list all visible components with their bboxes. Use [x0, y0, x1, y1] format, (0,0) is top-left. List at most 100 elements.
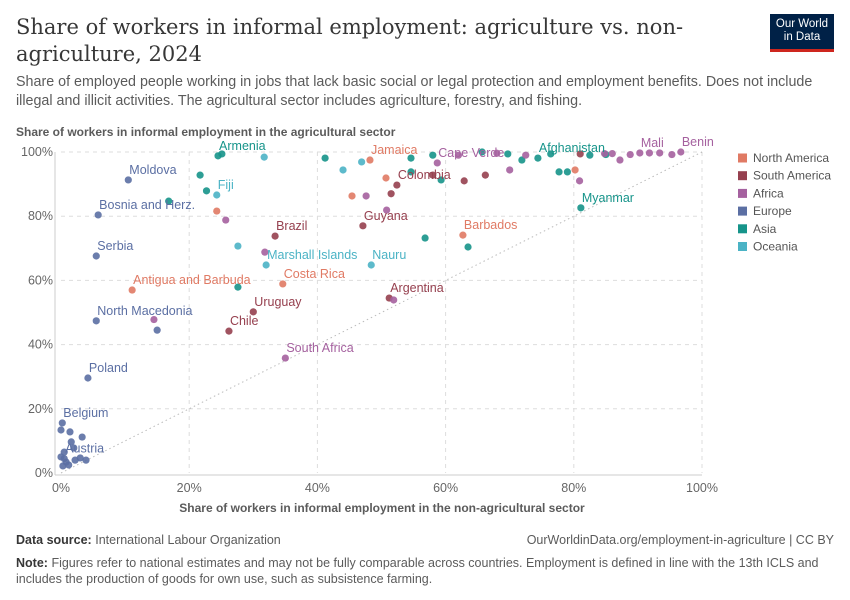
point-label: Jamaica: [371, 143, 418, 157]
legend-swatch: [738, 224, 747, 234]
data-point: [57, 426, 65, 434]
legend-item: Asia: [753, 222, 777, 236]
data-point: [78, 433, 86, 441]
y-tick-label: 20%: [28, 402, 53, 416]
source-url[interactable]: OurWorldinData.org/employment-in-agricul…: [526, 533, 834, 547]
data-point: [464, 243, 472, 251]
legend-swatch: [738, 206, 747, 216]
point-label: South Africa: [286, 341, 353, 355]
data-point: [165, 197, 173, 205]
data-point: [547, 150, 555, 158]
point-label: Serbia: [97, 239, 133, 253]
point-label: Nauru: [372, 248, 406, 262]
legend-swatch: [738, 242, 747, 251]
source-text: International Labour Organization: [95, 533, 281, 547]
data-point: [586, 151, 594, 159]
point-label: Brazil: [276, 219, 307, 233]
data-point: [534, 154, 542, 162]
data-point: [279, 280, 287, 288]
data-point: [213, 191, 221, 199]
chart-subtitle: Share of employed people working in jobs…: [16, 74, 813, 109]
data-point: [616, 156, 624, 164]
data-point: [437, 176, 445, 184]
data-point: [261, 248, 269, 256]
legend-item: Europe: [753, 204, 792, 218]
data-point: [82, 456, 90, 464]
data-point: [84, 374, 92, 382]
data-point: [626, 150, 634, 159]
data-point: [433, 159, 441, 167]
data-point: [358, 158, 366, 166]
data-point: [348, 192, 356, 200]
legend-swatch: [738, 171, 747, 181]
data-point: [234, 283, 242, 291]
data-point: [66, 428, 74, 436]
y-axis-title: Share of workers in informal employment …: [16, 125, 396, 139]
data-point: [459, 231, 467, 239]
data-point: [460, 177, 468, 185]
point-label: Cape Verde: [438, 146, 504, 160]
data-point: [234, 242, 242, 250]
data-point: [429, 151, 437, 159]
source-label: Data source:: [16, 533, 92, 547]
point-label: Myanmar: [582, 191, 634, 205]
chart-title: Share of workers in informal employment:…: [16, 15, 684, 66]
data-point: [407, 154, 415, 162]
data-point: [58, 419, 66, 427]
data-point: [92, 252, 100, 260]
data-point: [367, 261, 375, 269]
legend-item: Oceania: [753, 240, 798, 254]
data-point: [571, 166, 579, 174]
data-point: [128, 286, 136, 294]
owid-logo[interactable]: Our World in Data: [770, 14, 834, 52]
point-label: Moldova: [129, 163, 176, 177]
point-label: Benin: [682, 135, 714, 149]
point-label: Fiji: [218, 178, 234, 192]
data-point: [362, 192, 370, 200]
y-tick-label: 40%: [28, 338, 53, 352]
point-label: Mali: [641, 136, 664, 150]
note-text: Figures refer to national estimates and …: [16, 556, 819, 586]
x-tick-label: 80%: [561, 481, 586, 495]
note-label: Note:: [16, 556, 48, 570]
data-point: [196, 171, 204, 179]
legend-item: North America: [753, 151, 829, 165]
point-label: North Macedonia: [97, 304, 192, 318]
data-point: [454, 151, 463, 159]
data-point: [65, 461, 73, 469]
data-point: [321, 154, 329, 162]
point-label: Marshall Islands: [267, 248, 357, 262]
data-source: Data source: International Labour Organi…: [16, 533, 281, 547]
x-tick-label: 20%: [177, 481, 202, 495]
data-point: [600, 150, 609, 158]
point-label: Chile: [230, 314, 259, 328]
point-label: Poland: [89, 361, 128, 375]
data-point: [555, 168, 563, 176]
data-point: [576, 150, 584, 158]
y-tick-label: 80%: [28, 209, 53, 223]
point-label: Costa Rica: [284, 267, 345, 281]
data-point: [213, 207, 221, 215]
legend-item: South America: [753, 169, 831, 183]
data-point: [57, 453, 65, 461]
data-point: [493, 149, 501, 157]
data-point: [260, 153, 268, 161]
data-point: [608, 150, 616, 158]
y-tick-label: 100%: [21, 145, 53, 159]
x-tick-label: 60%: [433, 481, 458, 495]
data-point: [383, 206, 391, 214]
data-point: [92, 317, 100, 325]
data-point: [387, 190, 395, 198]
point-label: Barbados: [464, 218, 518, 232]
point-label: Belgium: [63, 406, 108, 420]
point-label: Armenia: [219, 139, 266, 153]
point-label: Guyana: [364, 209, 408, 223]
data-point: [429, 171, 437, 179]
data-point: [382, 174, 390, 182]
x-axis-title: Share of workers in informal employment …: [179, 501, 585, 515]
data-point: [271, 232, 279, 240]
point-label: Bosnia and Herz.: [99, 198, 195, 212]
legend-swatch: [738, 153, 747, 163]
